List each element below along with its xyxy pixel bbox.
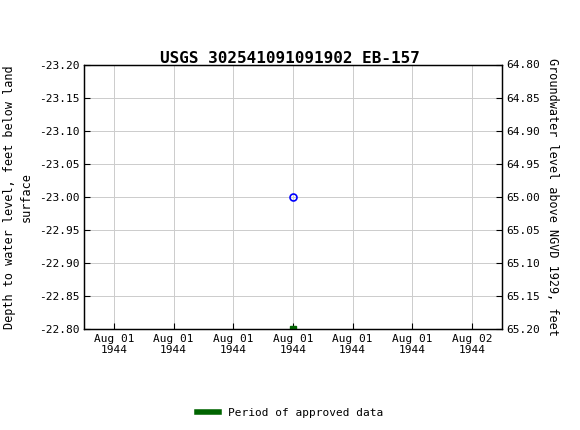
Y-axis label: Depth to water level, feet below land
surface: Depth to water level, feet below land su… xyxy=(3,65,33,329)
Y-axis label: Groundwater level above NGVD 1929, feet: Groundwater level above NGVD 1929, feet xyxy=(546,58,559,336)
Text: USGS 302541091091902 EB-157: USGS 302541091091902 EB-157 xyxy=(160,51,420,65)
Text: ≋USGS: ≋USGS xyxy=(10,15,65,33)
Legend: Period of approved data: Period of approved data xyxy=(193,403,387,422)
